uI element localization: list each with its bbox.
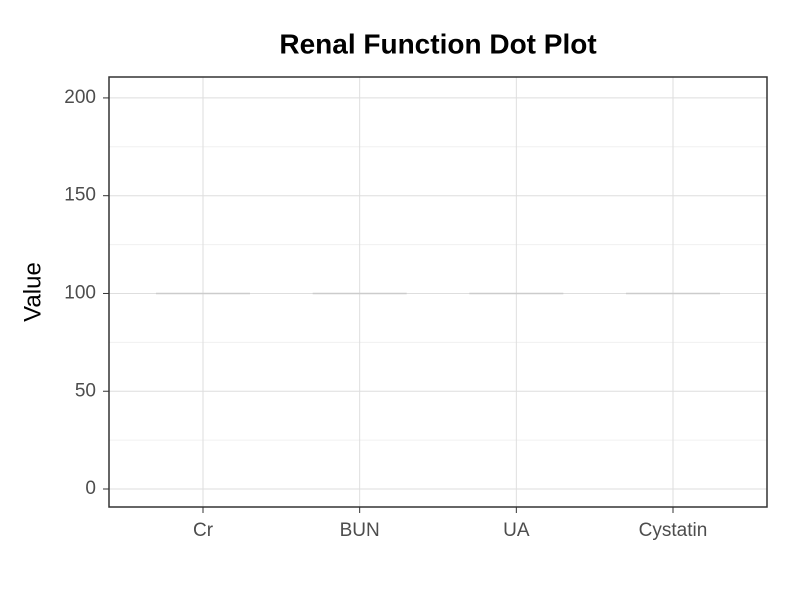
x-tick-label: Cystatin — [639, 520, 708, 541]
y-tick-label: 0 — [85, 478, 96, 499]
y-tick-label: 50 — [75, 380, 96, 401]
panel-border — [108, 76, 768, 508]
y-tick-label: 100 — [64, 282, 96, 303]
y-axis-label: Value — [19, 262, 46, 322]
chart-title: Renal Function Dot Plot — [279, 28, 596, 59]
x-tick-label: BUN — [340, 520, 380, 541]
x-tick-label: UA — [503, 520, 530, 541]
x-tick-label: Cr — [193, 520, 214, 541]
y-tick-label: 200 — [64, 87, 96, 108]
plot-area: 0 50 100 150 200 Cr BUN UA Cystatin — [64, 76, 768, 541]
y-tick-label: 150 — [64, 185, 96, 206]
